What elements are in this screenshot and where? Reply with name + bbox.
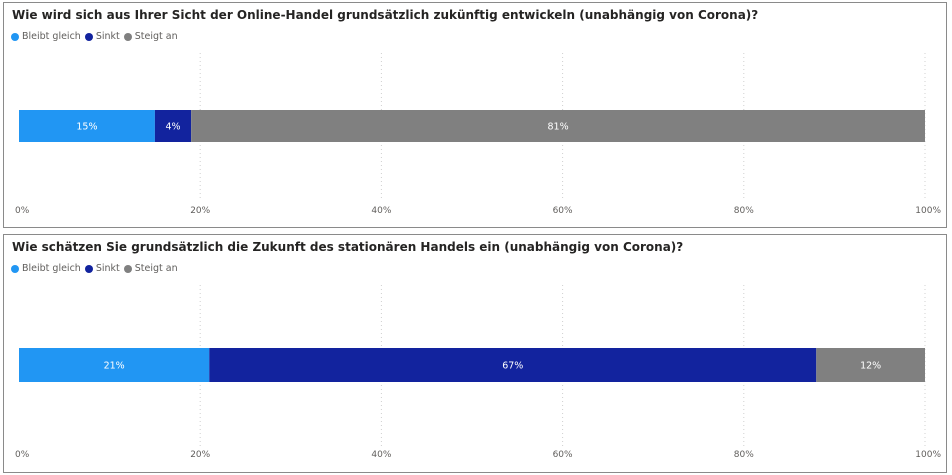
bar-segment-steigt-an	[816, 348, 925, 382]
legend-item-steigt[interactable]: Steigt an	[123, 31, 178, 42]
chart-legend: Bleibt gleich Sinkt Steigt an	[11, 31, 182, 42]
data-label: 21%	[104, 361, 125, 372]
x-tick-label: 20%	[190, 206, 210, 216]
data-label: 4%	[165, 122, 180, 133]
x-tick-label: 60%	[553, 206, 573, 216]
legend-label: Bleibt gleich	[22, 263, 81, 274]
data-label: 81%	[548, 122, 569, 133]
x-tick-label: 60%	[553, 450, 573, 460]
legend-item-steigt[interactable]: Steigt an	[123, 263, 178, 274]
legend-dot-bleibt	[11, 264, 19, 273]
chart-panel-online-handel: Wie wird sich aus Ihrer Sicht der Online…	[3, 2, 947, 228]
x-tick-label: 40%	[371, 450, 391, 460]
data-label: 12%	[860, 361, 881, 372]
legend-dot-sinkt	[84, 264, 93, 273]
chart-title: Wie wird sich aus Ihrer Sicht der Online…	[12, 8, 759, 22]
stacked-bar-chart: 0% 20% 40% 60% 80% 100% 15% 4% 81%	[15, 53, 941, 216]
x-tick-label: 100%	[915, 206, 941, 216]
x-tick-label: 0%	[15, 206, 30, 216]
legend-label: Sinkt	[95, 31, 120, 42]
x-tick-label: 0%	[15, 450, 30, 460]
legend-label: Steigt an	[134, 31, 178, 42]
x-tick-label: 80%	[734, 206, 754, 216]
data-label: 15%	[76, 122, 97, 133]
legend-item-sinkt[interactable]: Sinkt	[84, 31, 120, 42]
legend-label: Steigt an	[134, 263, 178, 274]
bar-segment-sinkt	[209, 348, 817, 382]
chart-legend: Bleibt gleich Sinkt Steigt an	[11, 263, 182, 274]
chart-title: Wie schätzen Sie grundsätzlich die Zukun…	[12, 240, 684, 254]
x-tick-label: 80%	[734, 450, 754, 460]
legend-dot-steigt	[123, 264, 132, 273]
legend-dot-steigt	[123, 32, 132, 41]
x-tick-label: 40%	[371, 206, 391, 216]
bar-segment-steigt-an	[191, 110, 925, 142]
legend-label: Bleibt gleich	[22, 31, 81, 42]
legend-dot-sinkt	[84, 32, 93, 41]
x-tick-label: 20%	[190, 450, 210, 460]
legend-dot-bleibt	[11, 32, 19, 41]
x-tick-label: 100%	[915, 450, 941, 460]
bar-segment-bleibt-gleich	[19, 110, 155, 142]
data-label: 67%	[502, 361, 523, 372]
chart-panel-stationaerer-handel: Wie schätzen Sie grundsätzlich die Zukun…	[3, 234, 947, 473]
bar-segment-bleibt-gleich	[19, 348, 210, 382]
legend-label: Sinkt	[95, 263, 120, 274]
bar-segment-sinkt	[154, 110, 192, 142]
stacked-bar-chart: 0% 20% 40% 60% 80% 100% 21% 67% 12%	[15, 285, 941, 460]
legend-item-bleibt[interactable]: Bleibt gleich	[11, 31, 81, 42]
legend-item-bleibt[interactable]: Bleibt gleich	[11, 263, 81, 274]
legend-item-sinkt[interactable]: Sinkt	[84, 263, 120, 274]
